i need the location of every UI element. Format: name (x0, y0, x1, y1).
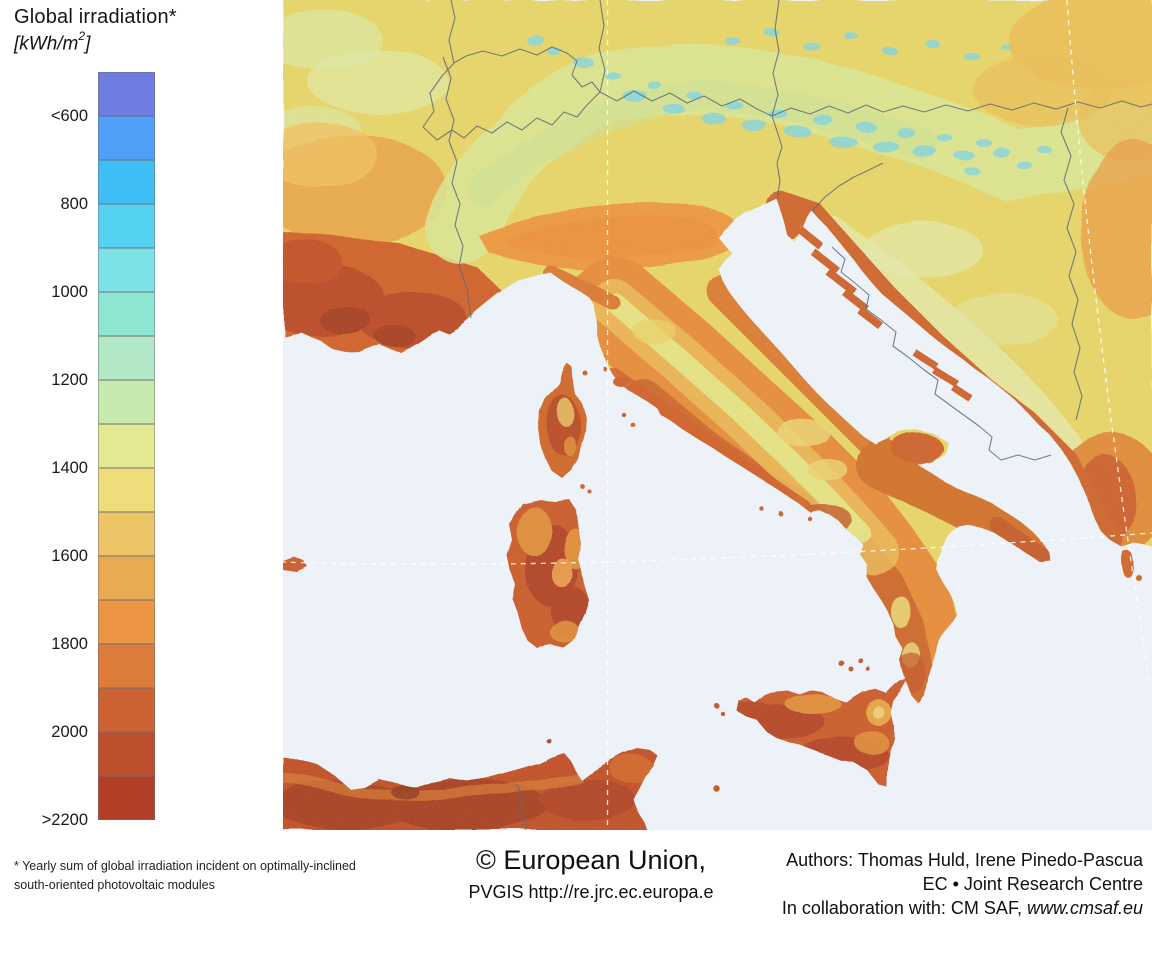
legend-swatch (98, 776, 155, 820)
legend-swatch (98, 72, 155, 116)
legend-tick-label: 1800 (51, 635, 88, 653)
legend-tick-label: >2200 (41, 811, 88, 829)
pvgis-url: PVGIS http://re.jrc.ec.europa.e (468, 882, 714, 902)
legend-panel: Global irradiation* [kWh/m2] <600 800 1000… (0, 0, 283, 830)
legend-unit-close: ] (85, 33, 91, 55)
legend-tick-label: 2000 (51, 723, 88, 741)
legend-unit: [kWh/m2] (14, 29, 91, 55)
legend-swatch (98, 380, 155, 424)
authors-line: Authors: Thomas Huld, Irene Pinedo-Pascu… (786, 850, 1143, 870)
irradiation-map (280, 0, 1152, 831)
center-credit: © European Union, PVGIS http://re.jrc.ec… (426, 845, 756, 903)
collab-line: In collaboration with: CM SAF, www.cmsaf… (782, 897, 1143, 921)
collab-prefix: In collaboration with: CM SAF, (781, 897, 1027, 918)
legend-swatch (98, 556, 155, 600)
legend-tick-label: <600 (50, 107, 88, 125)
legend-swatch (98, 204, 155, 248)
legend-swatch (98, 732, 155, 776)
country-borders (422, 0, 1152, 831)
legend-ticks: <600 800 1000 1200 1400 1600 1800 2000 >2200 (0, 0, 88, 830)
map-area (280, 0, 1152, 831)
legend-swatch (98, 512, 155, 556)
org-line: EC • Joint Research Centre (922, 873, 1143, 894)
legend-swatch (98, 468, 155, 512)
footnote-line1: * Yearly sum of global irradiation incid… (14, 859, 356, 873)
legend-swatch (98, 688, 155, 732)
legend-tick-label: 1400 (51, 459, 88, 477)
legend-tick-label: 1600 (51, 547, 88, 565)
footer: * Yearly sum of global irradiation incid… (0, 830, 1152, 980)
collab-site: www.cmsaf.eu (1026, 897, 1143, 918)
legend-unit-exponent: 2 (78, 29, 86, 43)
credits: Authors: Thomas Huld, Irene Pinedo-Pascu… (782, 849, 1143, 920)
legend-tick-label: 800 (60, 195, 88, 213)
legend-swatch (98, 116, 155, 160)
legend-color-bar (98, 72, 155, 820)
legend-swatch (98, 600, 155, 644)
legend-swatch (98, 336, 155, 380)
legend-title: Global irradiation* (14, 6, 177, 28)
graticule (280, 0, 1152, 830)
footnote: * Yearly sum of global irradiation incid… (14, 857, 356, 896)
legend-swatch (98, 248, 155, 292)
legend-swatch (98, 292, 155, 336)
legend-unit-open: [kWh/m (14, 33, 79, 55)
legend-tick-label: 1200 (51, 371, 88, 389)
legend-swatch (98, 644, 155, 688)
legend-swatch (98, 424, 155, 468)
legend-tick-label: 1000 (51, 283, 88, 301)
copyright-text: © European Union, (475, 845, 707, 875)
footnote-line2: south-oriented photovoltaic modules (14, 878, 215, 893)
legend-swatch (98, 160, 155, 204)
